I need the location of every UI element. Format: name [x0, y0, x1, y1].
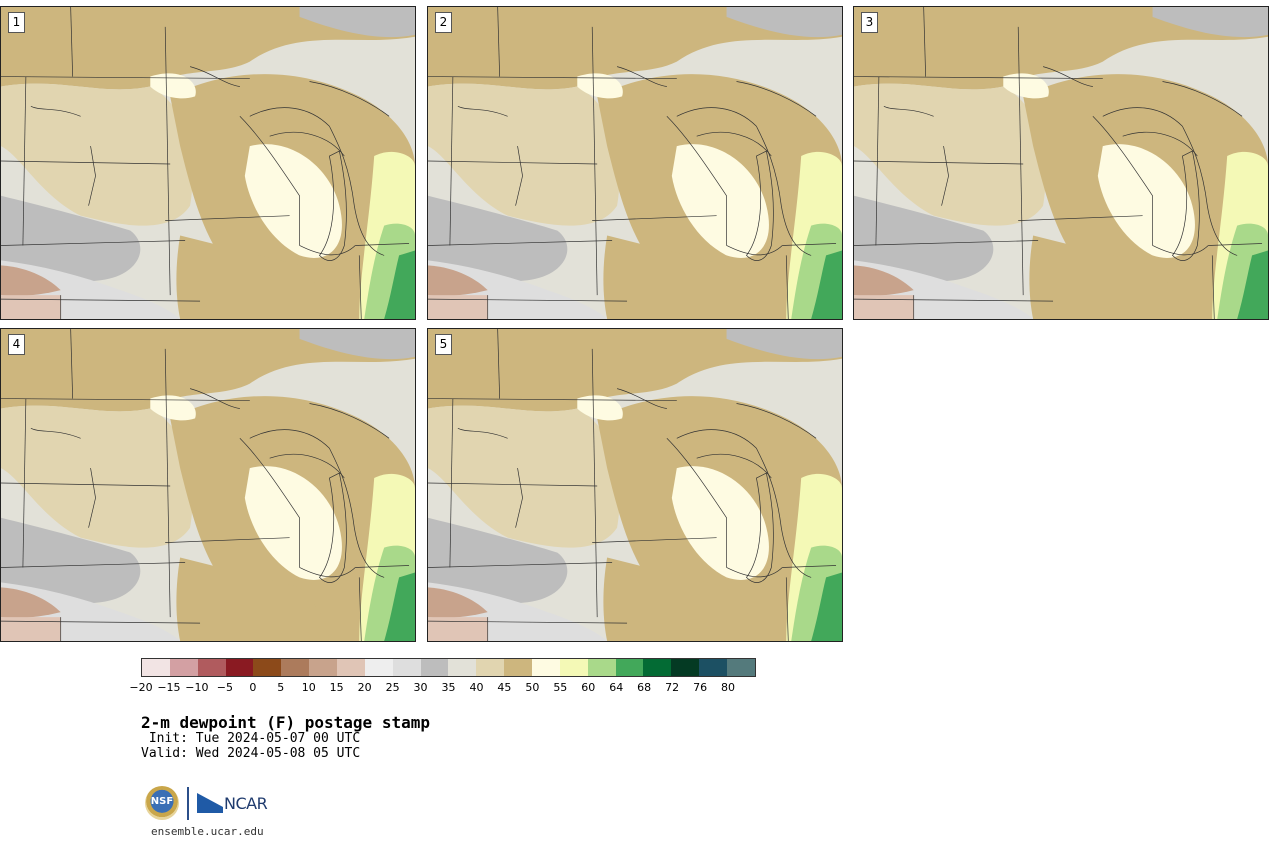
- colorbar-swatch: [281, 659, 310, 676]
- colorbar-swatch: [587, 659, 616, 676]
- valid-time: Valid: Wed 2024-05-08 05 UTC: [141, 746, 361, 761]
- panel-number: 1: [8, 12, 25, 33]
- map-panel-4: [1, 329, 415, 641]
- panel-number: 5: [435, 334, 452, 355]
- colorbar-swatch: [253, 659, 282, 676]
- colorbar-swatch: [197, 659, 226, 676]
- colorbar-tick-label: 76: [693, 681, 708, 694]
- colorbar-swatch: [309, 659, 338, 676]
- colorbar-tick-label: 45: [497, 681, 512, 694]
- colorbar-tick-label: −5: [216, 681, 233, 694]
- colorbar-tick-label: 64: [609, 681, 624, 694]
- colorbar-swatch: [699, 659, 728, 676]
- colorbar-tick-label: 72: [665, 681, 680, 694]
- map-panel-3: [854, 7, 1268, 319]
- colorbar-tick-label: 40: [469, 681, 484, 694]
- colorbar-tick-label: 10: [301, 681, 316, 694]
- colorbar-swatch: [559, 659, 588, 676]
- colorbar-ticks: −20 −15 −10 −5 0 5 10 15 20 25 30 35 40 45 50 55 60 64 68 7…: [129, 681, 756, 695]
- colorbar-tick-label: −10: [185, 681, 209, 694]
- colorbar-tick-label: 25: [385, 681, 400, 694]
- panel-number: 4: [8, 334, 25, 355]
- colorbar-tick-label: 0: [249, 681, 257, 694]
- colorbar-tick-label: 15: [329, 681, 344, 694]
- colorbar-tick-label: 68: [637, 681, 652, 694]
- colorbar-tick-label: 50: [525, 681, 540, 694]
- colorbar-swatch: [643, 659, 672, 676]
- colorbar-swatch: [504, 659, 533, 676]
- panel-5[interactable]: 5: [427, 328, 843, 642]
- colorbar-swatch: [615, 659, 644, 676]
- colorbar-tick-label: −20: [129, 681, 153, 694]
- footer-url[interactable]: ensemble.ucar.edu: [151, 825, 264, 838]
- colorbar-tick-label: 80: [721, 681, 736, 694]
- colorbar-tick-label: 55: [553, 681, 568, 694]
- chart-title: 2-m dewpoint (F) postage stamp: [141, 713, 430, 732]
- map-panel-2: [428, 7, 842, 319]
- map-panel-1: [1, 7, 415, 319]
- colorbar-swatch: [225, 659, 254, 676]
- nsf-logo-icon[interactable]: NSF: [145, 786, 179, 820]
- colorbar-swatch: [392, 659, 421, 676]
- nsf-logo-text: NSF: [150, 796, 174, 807]
- colorbar-swatch: [420, 659, 449, 676]
- panel-2[interactable]: 2: [427, 6, 843, 320]
- colorbar-tick-label: 20: [357, 681, 372, 694]
- colorbar: [141, 658, 756, 677]
- panel-number: 2: [435, 12, 452, 33]
- colorbar-swatch: [337, 659, 365, 676]
- colorbar-swatch: [142, 659, 170, 676]
- colorbar-tick-label: 35: [441, 681, 456, 694]
- colorbar-tick-label: −15: [157, 681, 181, 694]
- init-time: Init: Tue 2024-05-07 00 UTC: [141, 731, 361, 746]
- colorbar-swatch: [448, 659, 477, 676]
- colorbar-tick-label: 5: [277, 681, 285, 694]
- panel-number: 3: [861, 12, 878, 33]
- logo-divider: [187, 787, 189, 820]
- panel-1[interactable]: 1: [0, 6, 416, 320]
- colorbar-swatch: [364, 659, 393, 676]
- colorbar-swatch: [532, 659, 560, 676]
- colorbar-swatch: [476, 659, 505, 676]
- colorbar-swatch: [169, 659, 198, 676]
- colorbar-tick-label: 30: [413, 681, 428, 694]
- map-panel-5: [428, 329, 842, 641]
- colorbar-tick-label: 60: [581, 681, 596, 694]
- panel-4[interactable]: 4: [0, 328, 416, 642]
- ncar-mark-icon: [197, 793, 223, 813]
- ncar-logo-text: NCAR: [224, 793, 268, 813]
- colorbar-swatch: [671, 659, 700, 676]
- ncar-logo[interactable]: NCAR: [197, 791, 268, 815]
- colorbar-swatch: [727, 659, 755, 676]
- panel-3[interactable]: 3: [853, 6, 1269, 320]
